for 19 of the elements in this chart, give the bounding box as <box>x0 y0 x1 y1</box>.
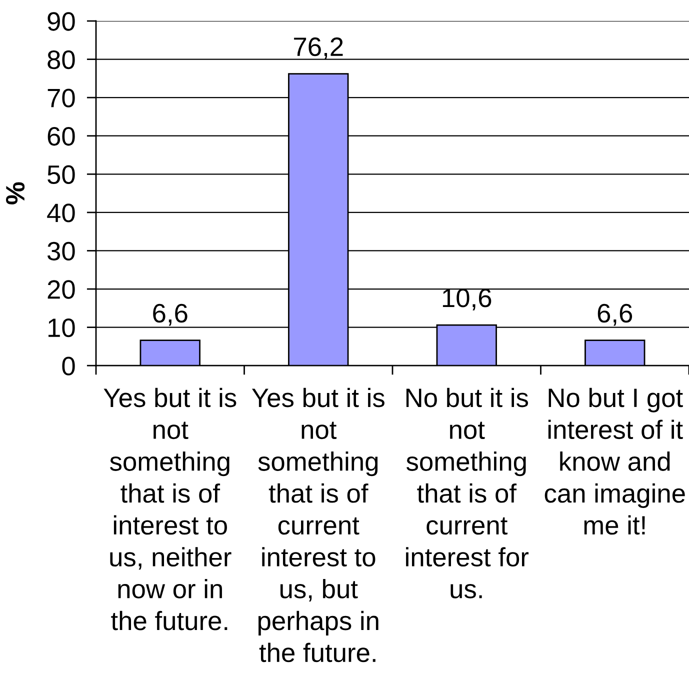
y-tick-label: 20 <box>48 280 75 299</box>
y-axis-title: % <box>6 182 25 204</box>
y-tick-label: 0 <box>62 356 75 376</box>
x-tick-label: Yes but it is not something that is of interest to us, neither now or in the future. <box>104 388 236 630</box>
y-tick-label: 50 <box>48 165 75 184</box>
y-tick-label: 90 <box>48 12 75 31</box>
y-tick-label: 40 <box>47 204 75 222</box>
y-tick-label: 30 <box>48 242 75 261</box>
x-tick-label: No but I got interest of it know and can imagine me it! <box>544 388 685 535</box>
category-label: Yes but it is not something that is of current interest to us, but perhaps in the future. <box>252 388 384 662</box>
y-tick-label: 80 <box>48 50 75 70</box>
x-tick-label: No but it is not something that is of current interest for us. <box>406 388 529 598</box>
y-tick-label: 70 <box>48 88 75 108</box>
data-label: 6,6 <box>598 304 632 326</box>
y-tick-label: 60 <box>48 127 75 146</box>
data-label: 76,2 <box>294 37 343 60</box>
y-tick-label: 10 <box>48 318 75 338</box>
data-label: 6,6 <box>153 304 188 326</box>
data-label: 10,6 <box>442 288 492 310</box>
